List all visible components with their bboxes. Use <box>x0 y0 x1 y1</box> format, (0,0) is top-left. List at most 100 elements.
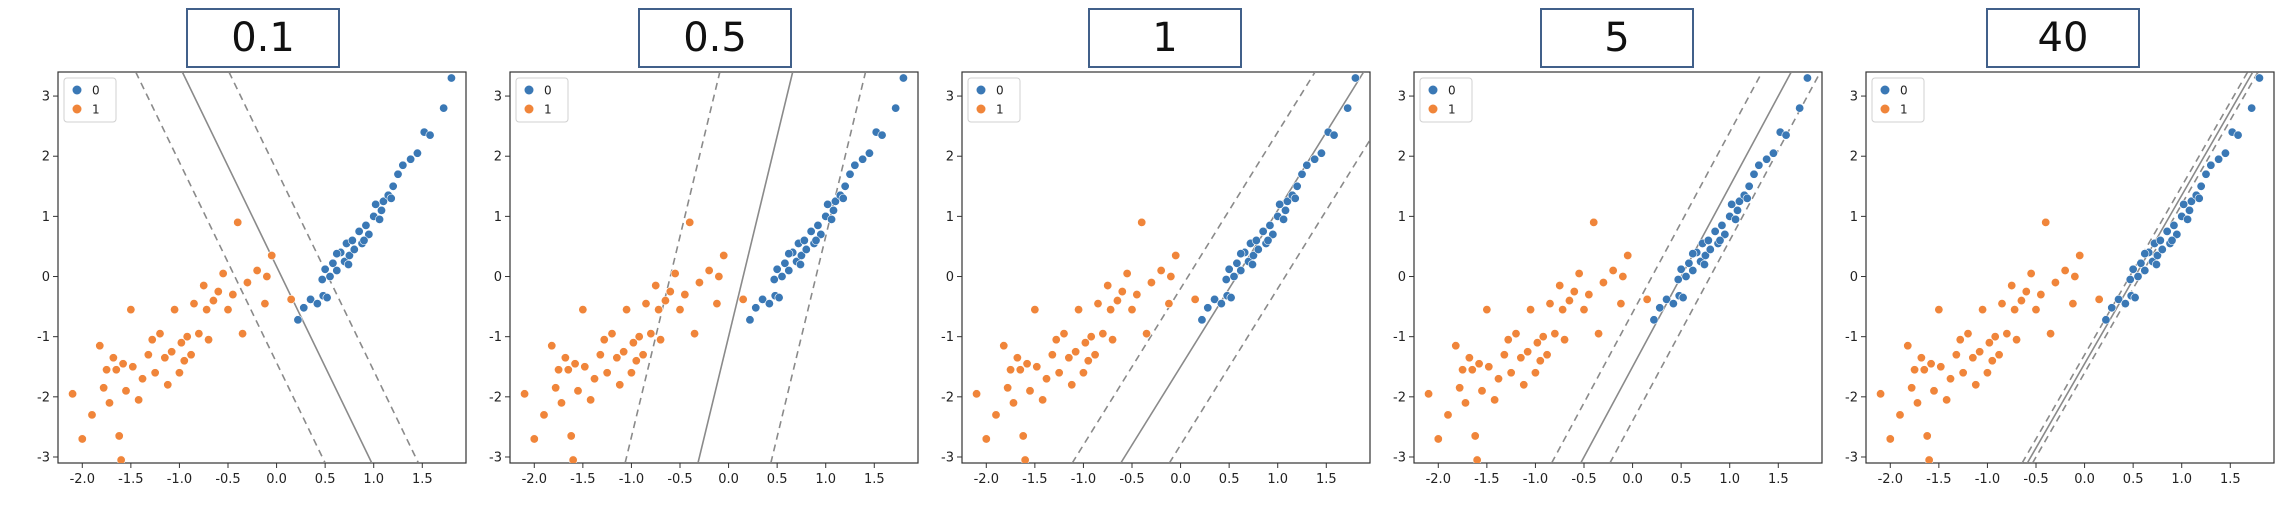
data-point-class-1 <box>1594 329 1604 339</box>
data-point-class-1 <box>204 335 214 345</box>
data-point-class-1 <box>1926 359 1936 369</box>
legend-marker <box>524 85 534 95</box>
data-point-class-1 <box>160 353 170 363</box>
legend-label: 0 <box>92 84 100 98</box>
data-point-class-1 <box>1885 434 1895 444</box>
plot-area <box>520 72 908 463</box>
data-point-class-1 <box>1982 368 1992 378</box>
data-point-class-0 <box>2133 272 2143 282</box>
data-point-class-1 <box>2002 329 2012 339</box>
y-tick-label: -3 <box>1845 450 1858 465</box>
chart-title-box: 0.1 <box>186 8 340 68</box>
chart-panel: 5 -2.0 -1.5 -1.0 -0.5 0.0 0.5 1.0 1.5 -3 -2 -1 0 1 2 3… <box>1356 0 1823 508</box>
data-point-class-1 <box>262 272 272 282</box>
chart-title: 0.5 <box>683 15 747 61</box>
data-point-class-1 <box>1538 332 1548 342</box>
data-point-class-1 <box>1516 353 1526 363</box>
data-point-class-0 <box>1673 275 1683 285</box>
data-point-class-0 <box>1668 299 1678 309</box>
axes-frame <box>961 71 1371 464</box>
data-point-class-1 <box>1433 434 1443 444</box>
data-point-class-0 <box>1705 244 1715 254</box>
data-point-class-1 <box>999 341 1009 351</box>
data-point-class-0 <box>2186 196 2196 206</box>
data-point-class-1 <box>1047 350 1057 360</box>
data-point-class-1 <box>2094 294 2104 304</box>
x-tick-label: 0.5 <box>1671 472 1692 487</box>
data-point-class-1 <box>529 434 539 444</box>
axes-frame <box>1865 71 2275 464</box>
data-point-class-1 <box>1015 365 1025 375</box>
data-point-class-0 <box>1268 229 1278 239</box>
chart-panel: 0.5 -2.0 -1.5 -1.0 -0.5 0.0 0.5 1.0 1.5 -3 -2 -1 0 1… <box>452 0 919 508</box>
data-point-class-1 <box>1963 329 1973 339</box>
data-point-class-1 <box>1579 305 1589 315</box>
data-point-class-1 <box>111 365 121 375</box>
data-point-class-0 <box>1720 229 1730 239</box>
data-point-class-0 <box>1297 169 1307 179</box>
data-point-class-0 <box>898 73 908 83</box>
legend-label: 1 <box>996 103 1004 117</box>
data-point-class-1 <box>1106 305 1116 315</box>
data-point-class-1 <box>654 305 664 315</box>
data-point-class-1 <box>1494 374 1504 384</box>
legend-label: 0 <box>996 84 1004 98</box>
data-point-class-1 <box>602 368 612 378</box>
x-tick-label: -0.5 <box>2023 472 2048 487</box>
data-point-class-0 <box>2206 160 2216 170</box>
data-point-class-1 <box>68 389 78 399</box>
legend: 01 <box>515 77 569 123</box>
x-tick-label: -1.0 <box>1975 472 2000 487</box>
data-point-class-1 <box>1137 217 1147 227</box>
data-point-class-1 <box>1156 266 1166 276</box>
data-point-class-1 <box>1907 383 1917 393</box>
x-tick-label: 1.5 <box>1316 472 1337 487</box>
data-point-class-1 <box>1171 250 1181 260</box>
data-point-class-0 <box>2152 250 2162 260</box>
data-point-class-1 <box>186 350 196 360</box>
data-point-class-1 <box>539 410 549 420</box>
data-point-class-0 <box>446 73 456 83</box>
data-point-class-1 <box>147 335 157 345</box>
data-point-class-1 <box>704 266 714 276</box>
data-point-class-0 <box>1236 249 1246 259</box>
data-point-class-1 <box>1564 296 1574 306</box>
data-point-class-1 <box>1146 278 1156 288</box>
data-point-class-0 <box>858 154 868 164</box>
data-point-class-0 <box>354 226 364 236</box>
data-point-class-1 <box>1955 335 1965 345</box>
data-point-class-1 <box>1071 347 1081 357</box>
data-point-class-1 <box>118 359 128 369</box>
data-point-class-1 <box>77 434 87 444</box>
y-tick-label: -3 <box>941 450 954 465</box>
data-point-class-0 <box>1229 272 1239 282</box>
data-point-class-1 <box>580 362 590 372</box>
x-tick-label: -0.5 <box>215 472 240 487</box>
x-tick-label: -0.5 <box>1119 472 1144 487</box>
legend: 01 <box>1871 77 1925 123</box>
data-point-class-1 <box>1924 455 1934 463</box>
x-tick-label: -1.0 <box>1071 472 1096 487</box>
data-point-class-1 <box>286 294 296 304</box>
x-tick-label: 0.5 <box>315 472 336 487</box>
data-point-class-0 <box>2179 199 2189 209</box>
data-point-class-1 <box>116 455 126 463</box>
data-point-class-0 <box>376 205 386 215</box>
data-point-class-0 <box>1749 169 1759 179</box>
data-point-class-1 <box>1166 272 1176 282</box>
data-point-class-0 <box>811 235 821 245</box>
x-tick-label: -1.5 <box>118 472 143 487</box>
plot-area <box>1424 72 1822 463</box>
data-point-class-0 <box>364 229 374 239</box>
x-tick-label: -0.5 <box>667 472 692 487</box>
y-tick-label: -2 <box>37 390 50 405</box>
data-point-class-1 <box>556 398 566 408</box>
data-point-class-0 <box>1699 259 1709 269</box>
data-point-class-0 <box>758 294 768 304</box>
data-point-class-0 <box>1662 294 1672 304</box>
data-point-class-1 <box>242 278 252 288</box>
data-point-class-0 <box>1731 214 1741 224</box>
data-point-class-0 <box>1253 244 1263 254</box>
data-point-class-1 <box>114 431 124 441</box>
data-point-class-1 <box>170 305 180 315</box>
